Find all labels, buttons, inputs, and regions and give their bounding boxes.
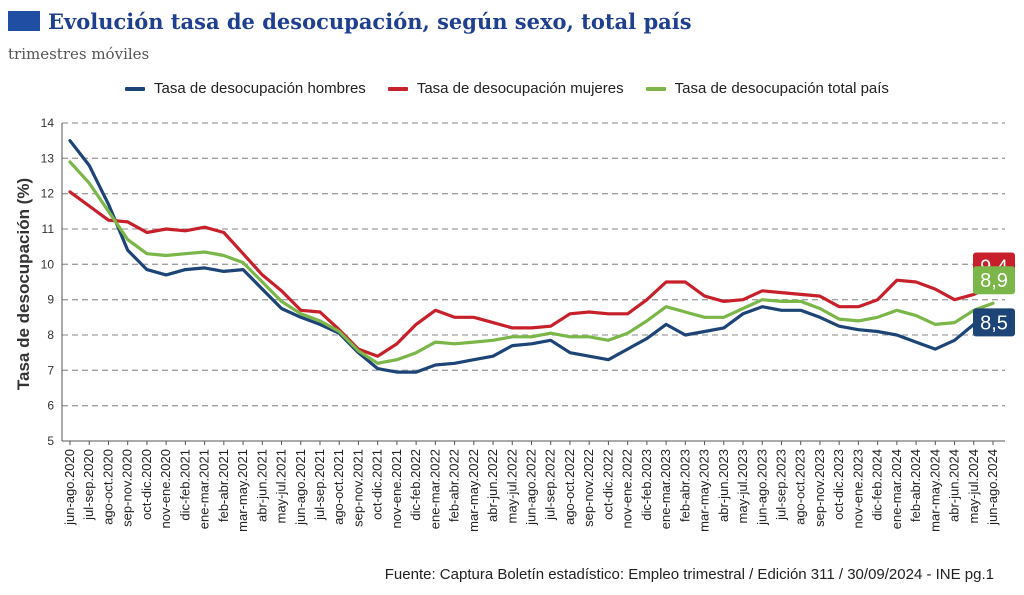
x-tick-label: feb-abr.2024 (908, 449, 923, 522)
x-tick-label: mar-may.2022 (466, 449, 481, 532)
grid-layer (62, 122, 1005, 407)
x-tick-label: dic-feb.2021 (177, 449, 192, 521)
x-tick-label: sep-nov.2022 (581, 449, 596, 527)
x-tick-label: ene-mar.2023 (658, 449, 673, 529)
legend-item-mujeres: Tasa de desocupación mujeres (387, 80, 624, 97)
legend: Tasa de desocupación hombres Tasa de des… (125, 80, 911, 97)
y-axis-title: Tasa de desocupación (%) (14, 178, 33, 390)
x-tick-label: oct-dic.2022 (600, 449, 615, 520)
x-tick-label: ene-mar.2022 (427, 449, 442, 529)
end-label-box-0 (973, 308, 1015, 337)
x-tick-label: jul-sep.2022 (543, 449, 558, 521)
x-tick-label: oct-dic.2020 (139, 449, 154, 520)
x-tick-label: oct-dic.2023 (831, 449, 846, 520)
x-tick-label: jul-sep.2021 (312, 449, 327, 521)
x-tick-label: sep-nov.2023 (812, 449, 827, 527)
end-label-box-2 (973, 266, 1015, 295)
end-label-0: 8,5 (980, 312, 1008, 334)
label-layer: 8,59,48,9 (973, 252, 1015, 337)
title-marker (8, 11, 40, 31)
source-note: Fuente: Captura Boletín estadístico: Emp… (384, 566, 994, 583)
legend-item-total: Tasa de desocupación total país (645, 80, 889, 97)
series-layer (68, 139, 995, 374)
series-line-1 (68, 190, 995, 358)
y-tick-label: 6 (47, 399, 54, 413)
x-tick-label: jun-ago.2020 (62, 449, 77, 526)
x-tick-label: nov-ene.2020 (158, 449, 173, 529)
y-tick-label: 13 (41, 151, 55, 165)
chart-title: Evolución tasa de desocupación, según se… (48, 8, 692, 34)
series-line-0 (68, 139, 995, 374)
y-tick-label: 10 (41, 257, 55, 271)
y-tick-label: 11 (42, 222, 55, 236)
legend-swatch-hombres (125, 86, 145, 91)
series-line-2 (68, 160, 995, 365)
x-tick-label: may-jul.2024 (966, 449, 981, 523)
x-tick-label: ago-oct.2021 (331, 449, 346, 525)
x-tick-label: dic-feb.2024 (870, 449, 885, 521)
x-tick-label: sep-nov.2020 (120, 449, 135, 527)
legend-label-mujeres: Tasa de desocupación mujeres (416, 80, 624, 97)
x-tick-label: mar-may.2024 (927, 449, 942, 532)
legend-swatch-mujeres (387, 86, 408, 91)
x-tick-label: may-jul.2022 (504, 449, 519, 523)
chart-subtitle: trimestres móviles (8, 45, 150, 63)
x-tick-label: jun-ago.2021 (293, 449, 308, 526)
x-tick-label: feb-abr.2022 (447, 449, 462, 522)
x-tick-label: jul-sep.2020 (81, 449, 96, 521)
x-tick-label: jun-ago.2024 (985, 449, 1000, 526)
y-tick-label: 9 (47, 293, 54, 307)
x-tick-label: abr-jun.2022 (485, 449, 500, 522)
y-tick-label: 8 (47, 328, 54, 342)
x-tick-label: may-jul.2023 (735, 449, 750, 523)
end-label-2: 8,9 (980, 270, 1008, 292)
x-tick-label: dic-feb.2023 (639, 449, 654, 521)
y-tick-label: 5 (47, 434, 54, 448)
legend-label-total: Tasa de desocupación total país (674, 80, 889, 97)
x-tick-label: dic-feb.2022 (408, 449, 423, 521)
y-tick-label: 12 (41, 187, 55, 201)
axis-layer: 5 6 7 8 9 10 11 12 13 14 Tasa de desocupación (%) j… (14, 116, 1005, 532)
x-tick-label: jul-sep.2023 (773, 449, 788, 521)
x-tick-label: feb-abr.2023 (677, 449, 692, 522)
x-tick-label: nov-ene.2021 (389, 449, 404, 529)
x-tick-label: ago-oct.2023 (793, 449, 808, 525)
x-tick-label: oct-dic.2021 (370, 449, 385, 520)
x-tick-label: ago-oct.2022 (562, 449, 577, 525)
legend-label-hombres: Tasa de desocupación hombres (154, 80, 366, 97)
legend-swatch-total (645, 86, 666, 91)
legend-item-hombres: Tasa de desocupación hombres (125, 80, 366, 97)
x-tick-label: sep-nov.2021 (350, 449, 365, 527)
x-tick-label: jun-ago.2023 (754, 449, 769, 526)
x-tick-label: abr-jun.2023 (716, 449, 731, 522)
x-tick-label: mar-may.2021 (235, 449, 250, 532)
y-tick-label: 7 (47, 363, 54, 377)
x-tick-label: abr-jun.2024 (947, 449, 962, 522)
x-tick-label: ene-mar.2021 (197, 449, 212, 529)
x-tick-label: jun-ago.2022 (524, 449, 539, 526)
x-tick-label: may-jul.2021 (274, 449, 289, 523)
x-tick-label: mar-may.2023 (697, 449, 712, 532)
x-tick-label: ene-mar.2024 (889, 449, 904, 529)
y-tick-label: 14 (41, 116, 55, 130)
x-tick-label: nov-ene.2023 (850, 449, 865, 529)
x-tick-label: abr-jun.2021 (254, 449, 269, 522)
x-tick-label: nov-ene.2022 (620, 449, 635, 529)
title-row: Evolución tasa de desocupación, según se… (8, 6, 692, 36)
x-tick-label: feb-abr.2021 (216, 449, 231, 522)
x-tick-label: ago-oct.2020 (100, 449, 115, 525)
